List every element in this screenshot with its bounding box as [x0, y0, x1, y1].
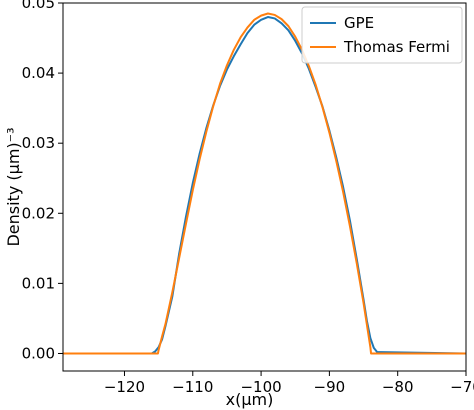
y-axis-label: Density (μm)⁻³: [4, 127, 23, 246]
x-tick-label: −120: [104, 378, 145, 396]
x-tick-label: −90: [314, 378, 346, 396]
y-tick-label: 0.02: [22, 204, 55, 222]
legend-label-gpe: GPE: [344, 14, 374, 32]
x-tick-label: −100: [240, 378, 281, 396]
series-layer: [63, 12, 466, 355]
series-line-thomas-fermi: [63, 12, 466, 355]
plot-background: [63, 3, 466, 371]
axes-frame: [62, 2, 467, 372]
legend: GPE Thomas Fermi: [301, 6, 463, 64]
y-tick-label: 0.05: [22, 0, 55, 12]
x-tick-label: −80: [382, 378, 414, 396]
plot-area: [63, 3, 466, 371]
legend-box: [301, 6, 463, 64]
x-axis-label: x(μm): [226, 390, 274, 409]
y-tick-label: 0.01: [22, 274, 55, 292]
axes-layer: −120 −110 −100 −90 −80 −70 0.00 0.01 0.02 0.03 0.0…: [4, 0, 474, 409]
x-tick-label: −110: [172, 378, 213, 396]
y-tick-label: 0.03: [22, 134, 55, 152]
legend-label-thomas-fermi: Thomas Fermi: [343, 38, 450, 56]
y-tick-label: 0.00: [22, 344, 55, 362]
x-tick-label: −70: [450, 378, 474, 396]
y-tick-label: 0.04: [22, 64, 55, 82]
